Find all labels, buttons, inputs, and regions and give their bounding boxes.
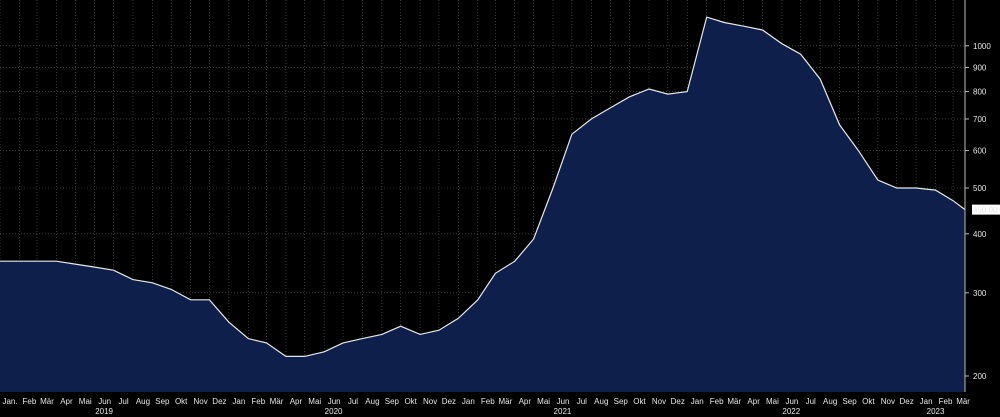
x-tick-label: Aug xyxy=(136,397,150,406)
year-label: 2021 xyxy=(554,407,572,416)
y-tick-label: 200 xyxy=(973,372,987,381)
x-tick-label: Jan xyxy=(232,397,245,406)
x-tick-label: Dez xyxy=(212,397,226,406)
x-tick-label: Jul xyxy=(348,397,358,406)
x-tick-label: Nov xyxy=(423,397,437,406)
x-tick-label: Mär xyxy=(270,397,284,406)
x-tick-label: Jun xyxy=(785,397,798,406)
x-tick-label: Jul xyxy=(118,397,128,406)
x-tick-label: Sep xyxy=(155,397,170,406)
x-tick-label: Mär xyxy=(498,397,512,406)
y-axis: 200 300 400 500 600 700 800 900 1000 xyxy=(964,0,991,392)
x-tick-label: Jan xyxy=(920,397,933,406)
x-tick-label: Okt xyxy=(633,397,646,406)
year-label: 2022 xyxy=(782,407,800,416)
x-tick-label: Apr xyxy=(60,397,73,406)
x-tick-label: Jun xyxy=(557,397,570,406)
y-tick-label: 300 xyxy=(973,289,987,298)
x-tick-label: Mai xyxy=(537,397,550,406)
x-tick-label: Dez xyxy=(442,397,456,406)
last-value-box xyxy=(972,204,1000,215)
x-tick-label: Aug xyxy=(365,397,379,406)
x-tick-label: Feb xyxy=(939,397,953,406)
x-tick-label: Okt xyxy=(175,397,188,406)
last-value-label: 450.00 xyxy=(973,206,998,215)
x-tick-label: Mär xyxy=(956,397,970,406)
x-tick-label: Dez xyxy=(900,397,914,406)
x-tick-label: Sep xyxy=(842,397,857,406)
x-tick-label: Aug xyxy=(594,397,608,406)
x-tick-label: Okt xyxy=(862,397,875,406)
x-tick-label: Jul xyxy=(577,397,587,406)
year-label: 2019 xyxy=(95,407,113,416)
x-tick-label: Feb xyxy=(481,397,495,406)
x-tick-label: Jan xyxy=(691,397,704,406)
x-tick-label: Mai xyxy=(308,397,321,406)
x-tick-label: Mai xyxy=(79,397,92,406)
y-tick-label: 800 xyxy=(973,88,987,97)
x-tick-label: Aug xyxy=(823,397,837,406)
x-tick-label: Jan. xyxy=(2,397,17,406)
y-tick-label: 900 xyxy=(973,63,987,72)
x-tick-label: Apr xyxy=(519,397,532,406)
x-tick-label: Dez xyxy=(671,397,685,406)
y-tick-label: 700 xyxy=(973,115,987,124)
x-tick-label: Mär xyxy=(40,397,54,406)
x-tick-label: Nov xyxy=(194,397,208,406)
x-axis: Jan. Feb Mär Apr Mai Jun Jul Aug Sep Okt Nov Dez Jan… xyxy=(2,397,970,416)
y-tick-label: 600 xyxy=(973,147,987,156)
series-area xyxy=(0,17,965,392)
year-label: 2020 xyxy=(325,407,343,416)
x-tick-label: Feb xyxy=(710,397,724,406)
x-tick-label: Nov xyxy=(652,397,666,406)
x-tick-label: Jun xyxy=(98,397,111,406)
y-tick-label: 400 xyxy=(973,230,987,239)
x-tick-label: Jan xyxy=(462,397,475,406)
x-tick-label: Feb xyxy=(251,397,265,406)
y-tick-label: 500 xyxy=(973,184,987,193)
x-tick-label: Nov xyxy=(881,397,895,406)
x-tick-label: Apr xyxy=(747,397,760,406)
x-tick-label: Okt xyxy=(404,397,417,406)
x-tick-label: Jun xyxy=(328,397,341,406)
x-tick-label: Mär xyxy=(727,397,741,406)
x-tick-label: Mai xyxy=(766,397,779,406)
x-tick-label: Sep xyxy=(614,397,629,406)
last-value-marker: 450.00 xyxy=(972,204,1000,215)
x-tick-label: Apr xyxy=(290,397,303,406)
x-tick-label: Feb xyxy=(23,397,37,406)
x-tick-label: Jul xyxy=(806,397,816,406)
x-tick-label: Sep xyxy=(385,397,400,406)
y-tick-label: 1000 xyxy=(973,42,991,51)
year-label: 2023 xyxy=(927,407,945,416)
series-line xyxy=(0,16,966,357)
